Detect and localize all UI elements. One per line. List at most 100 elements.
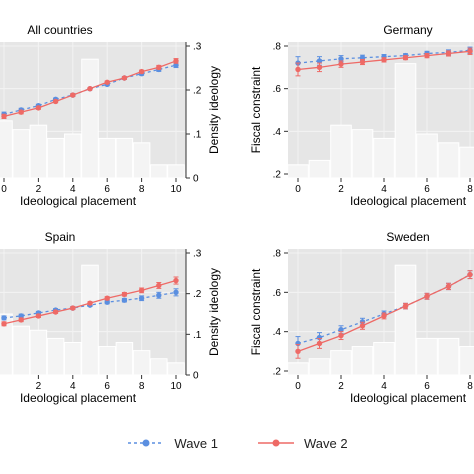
plot-area-2 xyxy=(288,42,474,178)
histogram-bar xyxy=(150,164,168,178)
y-tick-label: .6 xyxy=(273,288,282,299)
data-point xyxy=(18,313,24,319)
histogram-bar xyxy=(64,341,82,375)
histogram-bar xyxy=(308,159,331,178)
series-wave-2 xyxy=(1,58,179,120)
legend-item-wave-1: Wave 1 xyxy=(126,436,218,451)
x-tick-label: 8 xyxy=(467,381,473,392)
data-point xyxy=(70,305,76,311)
data-point xyxy=(121,291,128,297)
x-tick-label: 0 xyxy=(1,184,7,195)
y2-tick-label: .3 xyxy=(193,249,202,260)
histogram-bar xyxy=(98,346,116,375)
data-point xyxy=(138,287,145,294)
panel-title: Spain xyxy=(45,230,76,244)
histogram-bar xyxy=(132,350,151,375)
data-point xyxy=(156,292,162,298)
y-tick-label: .4 xyxy=(273,327,282,338)
y2-tick-label: .2 xyxy=(193,289,202,300)
histogram-bar xyxy=(351,129,374,178)
x-tick-label: 4 xyxy=(381,381,387,392)
histogram-bar xyxy=(437,142,460,178)
y-tick-label: .6 xyxy=(273,84,282,95)
data-point xyxy=(138,295,145,301)
data-point xyxy=(424,52,430,59)
data-point xyxy=(173,289,179,296)
data-point xyxy=(104,299,110,305)
histogram-bar xyxy=(12,129,30,178)
legend-label-wave-2: Wave 2 xyxy=(304,435,348,451)
histogram-bar xyxy=(64,133,82,178)
data-point xyxy=(104,295,110,301)
y-axis-label: Fiscal constraint xyxy=(249,268,263,355)
panel-3: Spain 2 4 6 8 10 Ideological placement 0 .1 .2 .3 D… xyxy=(0,230,221,405)
histogram-bar xyxy=(288,362,309,375)
histogram-bar xyxy=(150,358,168,375)
data-point xyxy=(295,348,301,355)
x-tick-label: 6 xyxy=(104,381,110,392)
data-point xyxy=(338,332,344,339)
data-point xyxy=(104,79,110,85)
data-point xyxy=(338,56,344,62)
y2-axis-label: Density ideology xyxy=(207,66,221,154)
data-point xyxy=(338,61,344,67)
x-axis-label: Ideological placement xyxy=(20,391,137,405)
histogram-bar xyxy=(98,137,116,178)
data-point xyxy=(359,59,366,65)
histogram-bar xyxy=(416,337,438,375)
data-point xyxy=(1,315,7,321)
histogram-bar xyxy=(351,346,374,375)
histogram-bar xyxy=(394,63,417,178)
data-point xyxy=(381,313,387,319)
y2-tick-label: 0 xyxy=(193,371,199,382)
panel-title: Sweden xyxy=(386,230,429,244)
x-tick-label: 10 xyxy=(170,381,182,392)
data-point xyxy=(121,75,128,81)
histogram-bar xyxy=(459,146,474,178)
x-axis-label: Ideological placement xyxy=(350,391,467,405)
data-point xyxy=(156,282,162,289)
histogram-bar xyxy=(0,313,13,375)
histogram-bar xyxy=(330,350,352,375)
data-point xyxy=(52,98,59,105)
panel-title: All countries xyxy=(27,23,92,37)
series-wave-2 xyxy=(1,276,179,327)
histogram-bar xyxy=(132,142,151,178)
x-tick-label: 4 xyxy=(70,184,76,195)
histogram-bar xyxy=(46,137,65,178)
data-point xyxy=(295,66,301,73)
x-tick-label: 0 xyxy=(295,381,301,392)
y-tick-label: .2 xyxy=(273,170,282,181)
data-point xyxy=(52,309,59,315)
plot-area-3 xyxy=(0,249,186,375)
data-point xyxy=(156,64,162,71)
y2-tick-label: .2 xyxy=(193,86,202,97)
data-point xyxy=(138,68,145,75)
histogram-bar xyxy=(29,124,48,178)
y-tick-label: .4 xyxy=(273,127,282,138)
data-point xyxy=(35,313,42,319)
histogram-bar xyxy=(115,137,134,178)
data-point xyxy=(18,317,24,323)
histogram-bar xyxy=(330,124,352,178)
legend-swatch-wave-1 xyxy=(128,439,165,447)
histogram-bar xyxy=(29,329,48,375)
data-point xyxy=(87,300,93,306)
x-tick-label: 0 xyxy=(295,184,301,195)
data-point xyxy=(1,113,7,120)
x-axis-label: Ideological placement xyxy=(350,194,467,208)
x-tick-label: 8 xyxy=(139,381,145,392)
data-point xyxy=(424,293,430,299)
histogram-bar xyxy=(459,346,474,375)
data-point xyxy=(316,340,323,347)
histogram-bar xyxy=(437,337,460,375)
plot-area-1 xyxy=(0,42,186,178)
data-point xyxy=(18,109,24,115)
y-tick-label: .2 xyxy=(273,367,282,378)
histogram-bar xyxy=(373,137,395,178)
data-point xyxy=(173,58,179,64)
data-point xyxy=(173,62,179,68)
legend: Wave 1 Wave 2 xyxy=(0,430,474,456)
